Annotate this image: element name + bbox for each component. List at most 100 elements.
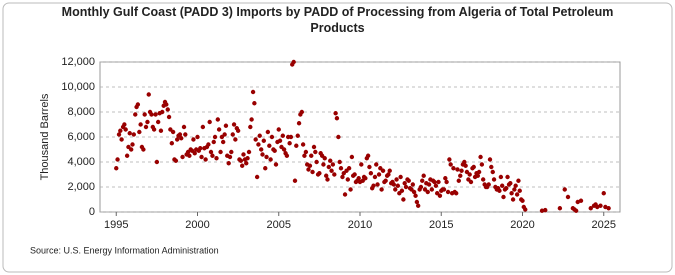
- x-tick-label: 2000: [185, 219, 209, 231]
- data-point: [249, 117, 254, 122]
- data-point: [131, 132, 136, 137]
- data-point: [322, 156, 327, 161]
- data-point: [123, 127, 128, 132]
- data-point: [173, 158, 179, 163]
- data-point: [295, 133, 300, 138]
- data-point: [332, 172, 337, 177]
- x-tick-label: 2025: [592, 219, 616, 231]
- data-point: [181, 124, 187, 130]
- data-point: [214, 156, 219, 161]
- data-point: [401, 197, 406, 202]
- data-point: [444, 179, 449, 185]
- data-point: [174, 137, 180, 142]
- data-point: [137, 129, 142, 135]
- data-point: [340, 174, 345, 180]
- data-point: [394, 177, 399, 182]
- data-point: [277, 138, 283, 143]
- data-point: [573, 208, 579, 213]
- data-point: [116, 132, 122, 137]
- data-point: [598, 203, 603, 208]
- data-point: [421, 173, 426, 178]
- y-tick-label: 4,000: [67, 156, 95, 168]
- data-point: [260, 152, 265, 157]
- data-point: [158, 128, 164, 133]
- data-point: [252, 101, 257, 106]
- data-point: [414, 199, 420, 205]
- data-point: [601, 191, 606, 196]
- data-point: [179, 136, 184, 141]
- data-point: [510, 197, 516, 202]
- data-point: [326, 164, 331, 170]
- data-point: [509, 191, 514, 196]
- data-point: [284, 153, 290, 158]
- data-point: [192, 151, 197, 156]
- data-point: [230, 132, 235, 137]
- data-point: [166, 114, 172, 120]
- data-point: [261, 138, 266, 143]
- y-tick-label: 0: [89, 206, 95, 218]
- data-point: [244, 161, 249, 166]
- data-point: [411, 189, 417, 195]
- data-point: [562, 187, 567, 192]
- data-point: [433, 183, 439, 188]
- data-point: [365, 153, 371, 158]
- data-point: [487, 157, 493, 162]
- data-point: [387, 168, 392, 173]
- data-point: [165, 107, 170, 112]
- data-point: [177, 132, 183, 137]
- data-point: [363, 176, 368, 181]
- data-point: [264, 154, 269, 160]
- data-point: [169, 141, 175, 146]
- data-point: [517, 188, 522, 193]
- data-point: [273, 162, 279, 167]
- data-point: [520, 198, 525, 203]
- data-point: [504, 186, 509, 191]
- data-point: [276, 127, 281, 132]
- data-point: [309, 153, 314, 158]
- data-point: [498, 174, 504, 180]
- data-point: [317, 171, 322, 176]
- data-point: [557, 206, 563, 211]
- data-point: [303, 149, 309, 155]
- data-point: [218, 149, 223, 155]
- data-point: [115, 157, 120, 162]
- data-point: [489, 164, 494, 170]
- y-tick-label: 8,000: [67, 106, 95, 118]
- data-point: [516, 178, 521, 183]
- data-point: [114, 166, 119, 171]
- data-point: [200, 124, 206, 130]
- data-point: [210, 153, 215, 158]
- data-point: [160, 109, 165, 115]
- data-point: [399, 188, 405, 193]
- data-point: [272, 148, 277, 153]
- data-point: [356, 176, 361, 181]
- data-point: [281, 147, 287, 152]
- data-point: [324, 173, 329, 178]
- data-point: [329, 168, 334, 173]
- data-point: [263, 166, 268, 171]
- data-point: [463, 163, 468, 168]
- data-point: [447, 157, 452, 162]
- data-point: [267, 143, 272, 148]
- x-tick-label: 2015: [429, 219, 453, 231]
- data-point: [203, 157, 208, 162]
- data-point: [512, 187, 517, 192]
- y-tick-label: 2,000: [67, 181, 95, 193]
- data-point: [338, 166, 344, 171]
- data-point: [451, 166, 456, 171]
- data-point: [429, 187, 435, 192]
- data-point: [445, 189, 451, 195]
- data-point: [155, 119, 161, 125]
- x-tick-label: 1995: [104, 219, 128, 231]
- data-point: [153, 112, 158, 117]
- data-point: [359, 162, 364, 167]
- data-point: [216, 127, 222, 132]
- data-point: [307, 163, 313, 168]
- data-point: [254, 174, 260, 180]
- data-point: [195, 134, 200, 140]
- data-point: [337, 159, 342, 165]
- data-point: [443, 176, 448, 181]
- data-point: [418, 184, 424, 190]
- data-point: [448, 162, 453, 167]
